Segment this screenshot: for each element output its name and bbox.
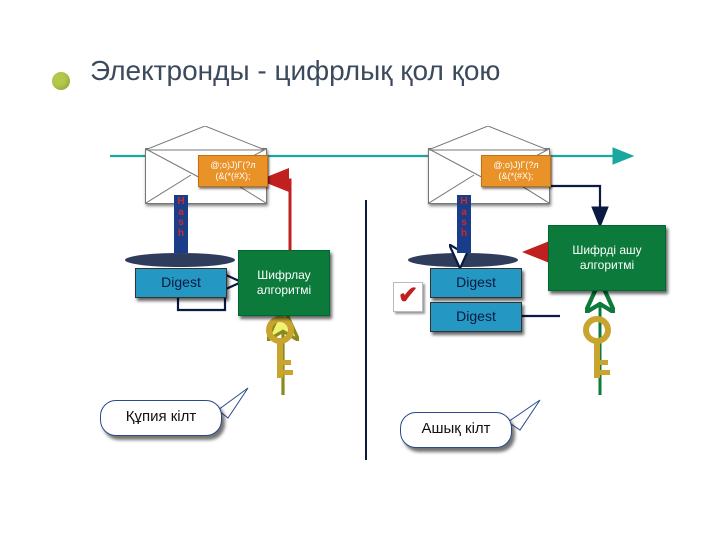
hash-bar-left: Hash xyxy=(174,195,188,253)
public-key-callout: Ашық кілт xyxy=(400,412,512,448)
arrow-left-encrypt-to-tag xyxy=(265,180,290,250)
hash-bar-right: Hash xyxy=(457,195,471,253)
digest-right-a: Digest xyxy=(430,268,522,298)
cipher-tag-left: @;o)J)Г(?л (&(*(#X); xyxy=(198,155,268,187)
envelope-left-flap xyxy=(145,126,265,156)
check-icon: ✔ xyxy=(393,282,423,312)
key-icon-left xyxy=(269,319,293,378)
algo-decrypt-label: Шифрді ашу алгоритмі xyxy=(553,243,661,273)
cipher-tag-right-l2: (&(*(#X); xyxy=(498,171,533,181)
digest-right-b: Digest xyxy=(430,302,522,332)
algo-encrypt-label: Шифрлау алгоритмі xyxy=(243,268,325,298)
center-divider xyxy=(365,200,367,460)
cipher-tag-left-l1: @;o)J)Г(?л xyxy=(210,160,255,170)
public-key-label: Ашық кілт xyxy=(421,420,490,437)
envelope-right-flap xyxy=(428,126,548,156)
page-title: Электронды - цифрлық қол қою xyxy=(90,55,500,87)
private-key-callout: Құпия кілт xyxy=(100,400,222,436)
digest-left-label: Digest xyxy=(161,274,201,290)
left-hash-base xyxy=(125,253,235,267)
accent-dot xyxy=(52,72,70,90)
slide: Электронды - цифрлық қол қою xyxy=(0,0,720,540)
right-hash-base xyxy=(408,253,518,267)
callout-tail-left xyxy=(218,388,248,418)
private-key-label: Құпия кілт xyxy=(126,408,197,425)
cipher-tag-left-l2: (&(*(#X); xyxy=(215,171,250,181)
digest-right-a-label: Digest xyxy=(456,274,496,290)
algo-decrypt: Шифрді ашу алгоритмі xyxy=(548,225,666,291)
digest-left: Digest xyxy=(135,268,227,298)
algo-encrypt: Шифрлау алгоритмі xyxy=(238,250,330,316)
callout-tail-right xyxy=(508,400,540,430)
cipher-tag-right-l1: @;o)J)Г(?л xyxy=(493,160,538,170)
cipher-tag-right: @;o)J)Г(?л (&(*(#X); xyxy=(481,155,551,187)
digest-right-b-label: Digest xyxy=(456,308,496,324)
key-icon-right xyxy=(586,319,610,378)
